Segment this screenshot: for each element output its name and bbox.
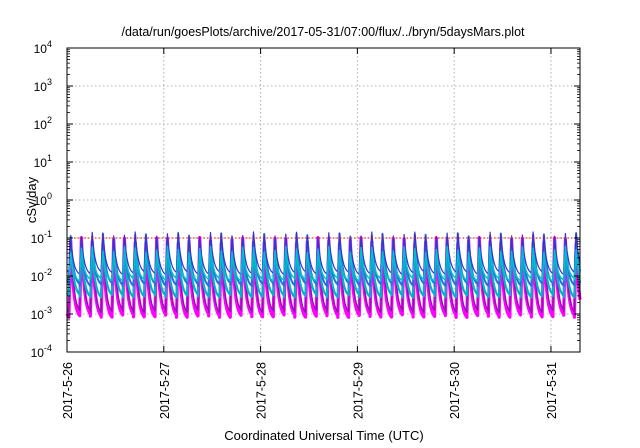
x-tick-label: 2017-5-26 — [61, 362, 75, 419]
x-tick-labels: 2017-5-26 2017-5-27 2017-5-28 2017-5-29 2017… — [61, 362, 559, 419]
x-axis-label: Coordinated Universal Time (UTC) — [224, 428, 423, 443]
y-tick-label: 10-1 — [31, 229, 52, 246]
y-tick-labels: 10-4 10-3 10-2 10-1 100 101 102 103 104 — [31, 39, 52, 360]
x-tick-label: 2017-5-29 — [351, 362, 365, 419]
y-tick-label: 103 — [34, 77, 52, 94]
series-line — [66, 245, 581, 282]
y-tick-label: 101 — [34, 153, 52, 170]
x-tick-label: 2017-5-27 — [158, 362, 172, 419]
series-line — [66, 239, 582, 299]
axis-ticks — [66, 47, 580, 353]
y-tick-label: 102 — [34, 115, 52, 132]
x-tick-label: 2017-5-31 — [545, 362, 559, 419]
y-axis-label: cSv/day — [24, 176, 39, 223]
x-tick-label: 2017-5-28 — [255, 362, 269, 419]
chart-title: /data/run/goesPlots/archive/2017-05-31/0… — [121, 25, 525, 39]
y-tick-label: 10-3 — [31, 305, 52, 322]
series-group — [65, 231, 582, 319]
y-tick-label: 10-2 — [31, 267, 52, 284]
series-line — [66, 231, 581, 276]
series-line — [66, 235, 581, 314]
y-tick-label: 104 — [34, 39, 52, 56]
x-tick-label: 2017-5-30 — [448, 362, 462, 419]
y-tick-label: 10-4 — [31, 343, 52, 360]
y-tick-label: 100 — [34, 191, 52, 208]
